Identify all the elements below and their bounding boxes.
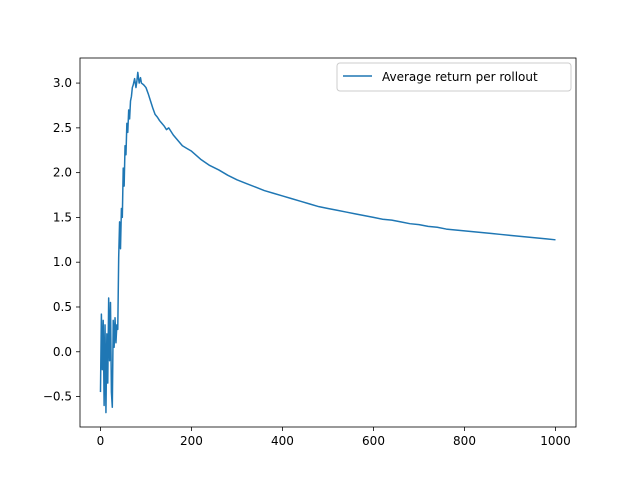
x-tick-label: 1000	[540, 434, 571, 448]
y-tick-label: −0.5	[43, 390, 72, 404]
x-tick-label: 400	[271, 434, 294, 448]
x-tick-label: 200	[180, 434, 203, 448]
x-tick-label: 0	[97, 434, 105, 448]
axes: 0 200 400 600 800 1000 −0.5 0.0 0.5 1.0 1.5 2.0 2.5 3…	[43, 57, 577, 448]
legend: Average return per rollout	[336, 62, 572, 92]
y-tick-label: 0.0	[53, 345, 72, 359]
legend-label: Average return per rollout	[382, 70, 538, 84]
y-tick-label: 2.0	[53, 166, 72, 180]
x-tick-label: 800	[453, 434, 476, 448]
plot-area	[99, 71, 556, 414]
y-tick-label: 0.5	[53, 300, 72, 314]
legend-frame	[336, 62, 572, 92]
y-tick-label: 1.5	[53, 210, 72, 224]
axes-frame	[79, 57, 577, 428]
y-tick-label: 2.5	[53, 121, 72, 135]
x-tick-label: 600	[362, 434, 385, 448]
y-tick-label: 3.0	[53, 76, 72, 90]
y-tick-label: 1.0	[53, 255, 72, 269]
series-line-0	[99, 71, 556, 414]
